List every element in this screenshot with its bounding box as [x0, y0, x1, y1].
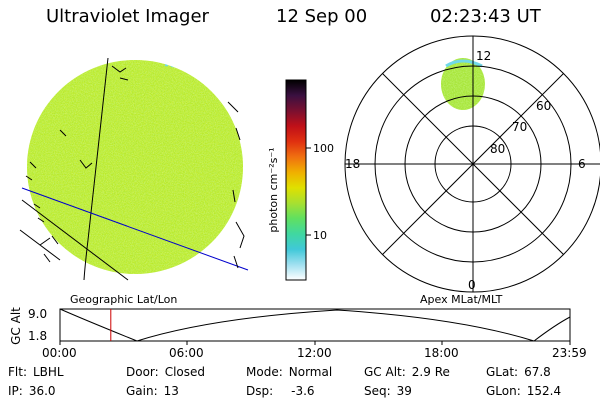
gcalt-value: 2.9 Re	[411, 365, 450, 379]
meridian-line	[83, 57, 109, 281]
uv-image	[27, 60, 243, 274]
polar-plot	[344, 35, 600, 293]
coast-fragment	[59, 129, 93, 169]
coast-fragment	[233, 221, 245, 269]
geo-grid	[19, 57, 249, 281]
coast-fragment	[227, 101, 241, 203]
dsp-value: -3.6	[291, 384, 315, 398]
timeline-ylabel: GC Alt	[9, 307, 23, 345]
mlt-label-12: 12	[476, 49, 491, 63]
glat-value: 67.8	[524, 365, 551, 379]
mode-info: Mode: Normal	[246, 365, 333, 379]
altitude-curve	[59, 308, 571, 342]
coast-fragment	[111, 65, 129, 81]
latitude-line-2	[21, 199, 129, 281]
timeline-xtick-2359: 23:59	[552, 346, 587, 360]
ip-value: 36.0	[28, 384, 56, 398]
coast-fragment	[19, 229, 61, 261]
image-caption: Geographic Lat/Lon	[70, 293, 177, 306]
colorbar-unit-label: photon cm⁻²s⁻¹	[267, 147, 280, 232]
timeline-xtick-1800: 18:00	[424, 346, 459, 360]
filter-value: LBHL	[32, 365, 64, 379]
coast-fragment	[43, 235, 59, 263]
ip-info: IP: 36.0	[8, 384, 56, 398]
dsp-info: Dsp: -3.6	[246, 384, 315, 398]
mlat-label-80: 80	[490, 142, 505, 156]
gain-value: 13	[163, 384, 179, 398]
instrument-title: Ultraviolet Imager	[46, 6, 209, 27]
door-value: Closed	[164, 365, 206, 379]
polar-axis-diag2	[382, 73, 564, 255]
date-label: 12 Sep 00	[276, 6, 368, 27]
timeline: 9.0 1.8 GC Alt 00:00 06:00 12:00 18:00 2…	[9, 307, 587, 360]
glat-info: GLat: 67.8	[486, 365, 551, 379]
timeline-xtick-0000: 00:00	[42, 346, 77, 360]
time-label: 02:23:43 UT	[430, 6, 541, 27]
timeline-ytick-high: 9.0	[28, 307, 47, 321]
mlt-label-18: 18	[345, 157, 360, 171]
timeline-xtick-0600: 06:00	[169, 346, 204, 360]
gcalt-info: GC Alt: 2.9 Re	[364, 365, 450, 379]
latitude-line	[21, 187, 249, 271]
timeline-ytick-low: 1.8	[28, 329, 47, 343]
glon-info: GLon: 152.4	[486, 384, 562, 398]
colorbar: 100 10 photon cm⁻²s⁻¹	[267, 79, 334, 281]
colorbar-tick-10: 10	[313, 229, 327, 242]
glon-value: 152.4	[526, 384, 562, 398]
timeline-xtick-1200: 12:00	[297, 346, 332, 360]
mode-value: Normal	[288, 365, 333, 379]
seq-value: 39	[396, 384, 412, 398]
coast-fragment	[25, 161, 45, 223]
door-info: Door: Closed	[126, 365, 206, 379]
mlat-label-60: 60	[536, 99, 551, 113]
mlat-label-70: 70	[512, 120, 527, 134]
polar-caption: Apex MLat/MLT	[420, 293, 503, 306]
mlt-label-0: 0	[468, 278, 476, 292]
seq-info: Seq: 39	[364, 384, 412, 398]
mlt-label-6: 6	[578, 157, 586, 171]
colorbar-tick-100: 100	[313, 142, 334, 155]
gain-info: Gain: 13	[126, 384, 179, 398]
filter-info: Flt: LBHL	[8, 365, 64, 379]
